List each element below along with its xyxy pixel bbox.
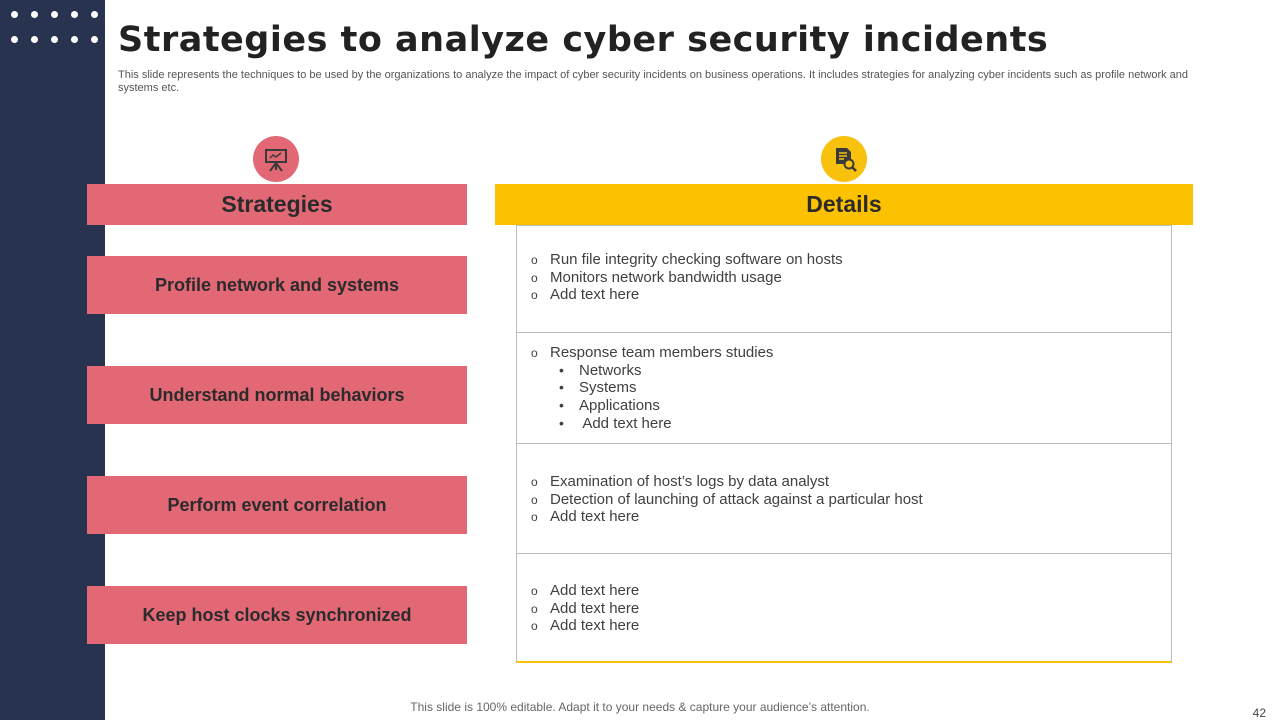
list-item-text: Detection of launching of attack against… (550, 490, 923, 508)
circle-bullet-icon: o (531, 346, 538, 360)
list-item-text: Monitors network bandwidth usage (550, 268, 782, 286)
list-item-text: Add text here (550, 286, 640, 304)
sub-list-item: • Systems (531, 379, 1171, 397)
dot-pattern (8, 8, 100, 46)
details-table: o Run file integrity checking software on… (516, 225, 1172, 663)
list-item-text: Applications (579, 397, 660, 415)
details-cell: o Add text here o Add text here o Add text … (517, 554, 1171, 662)
list-item: o Add text here (531, 508, 1171, 526)
details-cell: o Response team members studies • Networks… (517, 333, 1171, 444)
circle-bullet-icon: o (531, 619, 538, 634)
circle-bullet-icon: o (531, 510, 538, 525)
list-item-text: Add text here (550, 599, 640, 617)
slide-title: Strategies to analyze cyber security inc… (118, 20, 1049, 60)
list-item: o Detection of launching of attack agains… (531, 491, 1171, 509)
details-cell: o Examination of host’s logs by data anal… (517, 444, 1171, 554)
strategy-box: Keep host clocks synchronized (87, 586, 467, 644)
page-number: 42 (1252, 706, 1266, 720)
circle-bullet-icon: o (531, 270, 538, 285)
dot (11, 36, 18, 43)
dot (71, 11, 78, 18)
document-search-icon (821, 136, 867, 182)
strategy-box: Understand normal behaviors (87, 366, 467, 424)
circle-bullet-icon: o (531, 288, 538, 303)
sub-list-item: • Networks (531, 362, 1171, 380)
list-item-text: Systems (579, 379, 637, 397)
sub-list-item: • Add text here (531, 415, 1171, 433)
dot-bullet-icon: • (559, 414, 564, 431)
dot (51, 11, 58, 18)
list-item-text: Networks (579, 361, 642, 379)
dot-bullet-icon: • (559, 397, 564, 414)
list-item-text: Add text here (550, 617, 640, 635)
dot (31, 11, 38, 18)
list-item-text: Run file integrity checking software on … (550, 251, 843, 268)
list-item-text: Response team members studies (550, 344, 774, 361)
circle-bullet-icon: o (531, 492, 538, 507)
dot (91, 36, 98, 43)
strategy-box: Profile network and systems (87, 256, 467, 314)
list-item: o Examination of host’s logs by data anal… (531, 473, 1171, 491)
dot (71, 36, 78, 43)
list-item: o Monitors network bandwidth usage (531, 269, 1171, 287)
circle-bullet-icon: o (531, 584, 538, 598)
circle-bullet-icon: o (531, 475, 538, 489)
sub-list-item: • Applications (531, 397, 1171, 415)
list-item-text: Examination of host’s logs by data analy… (550, 473, 830, 490)
list-item: o Add text here (531, 286, 1171, 304)
sidebar (0, 0, 105, 720)
dot (51, 36, 58, 43)
list-item: o Add text here (531, 582, 1171, 600)
presentation-board-icon (253, 136, 299, 182)
details-header: Details (495, 184, 1193, 225)
list-item-text: Add text here (550, 582, 640, 599)
slide-footer: This slide is 100% editable. Adapt it to… (410, 700, 870, 714)
list-item-text: Add text here (550, 508, 640, 526)
dot (11, 11, 18, 18)
dot-bullet-icon: • (559, 379, 564, 396)
slide-subtitle: This slide represents the techniques to … (118, 69, 1189, 94)
strategy-box: Perform event correlation (87, 476, 467, 534)
circle-bullet-icon: o (531, 253, 538, 267)
circle-bullet-icon: o (531, 601, 538, 616)
list-item: o Add text here (531, 617, 1171, 635)
dot (31, 36, 38, 43)
list-item-text: Add text here (579, 414, 672, 432)
dot-bullet-icon: • (559, 361, 564, 378)
list-item: o Add text here (531, 600, 1171, 618)
list-item: o Response team members studies (531, 344, 1171, 362)
strategies-header: Strategies (87, 184, 467, 225)
dot (91, 11, 98, 18)
details-cell: o Run file integrity checking software on… (517, 226, 1171, 333)
list-item: o Run file integrity checking software on… (531, 251, 1171, 269)
